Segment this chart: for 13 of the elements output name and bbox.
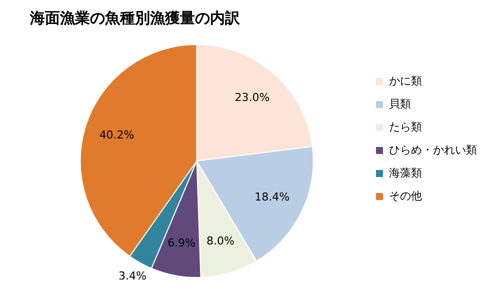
legend-label: 貝類 [389, 97, 411, 110]
data-label: 8.0% [206, 234, 234, 248]
data-label: 40.2% [99, 128, 134, 142]
legend-label: かに類 [389, 74, 422, 88]
legend-label: 海藻類 [389, 166, 422, 180]
data-label: 18.4% [254, 190, 290, 204]
legend-label: たら類 [389, 120, 422, 134]
data-label: 6.9% [168, 236, 196, 250]
data-label: 3.4% [118, 270, 146, 283]
chart-title: 海面漁業の魚種別漁獲量の内訳 [29, 8, 241, 27]
legend-label: ひらめ・かれい類 [389, 143, 477, 156]
legend-label: その他 [389, 189, 422, 202]
data-label: 23.0% [234, 90, 270, 104]
